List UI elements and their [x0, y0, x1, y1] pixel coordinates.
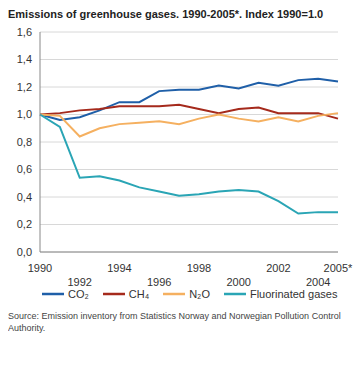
html-text:Source: Emission inventory fro: Source: Emission inventory from Statisti… [8, 311, 341, 333]
svg-text:2005*: 2005* [324, 262, 353, 274]
svg-text:0,4: 0,4 [17, 191, 32, 203]
svg-text:1,4: 1,4 [17, 53, 32, 65]
svg-text:1994: 1994 [107, 262, 131, 274]
svg-text:2004: 2004 [306, 276, 330, 288]
svg-text:0,2: 0,2 [17, 218, 32, 230]
html-text:Fluorinated gases: Fluorinated gases [250, 288, 338, 300]
svg-text:1998: 1998 [187, 262, 211, 274]
svg-text:1,0: 1,0 [17, 108, 32, 120]
html-text:N₂O: N₂O [189, 288, 210, 300]
svg-text:1990: 1990 [28, 262, 52, 274]
html-text:Emissions of greenhouse gases.: Emissions of greenhouse gases. 1990-2005… [8, 8, 324, 20]
svg-text:0,6: 0,6 [17, 163, 32, 175]
svg-text:2002: 2002 [266, 262, 290, 274]
html-text:CH₄: CH₄ [128, 288, 150, 300]
svg-text:0,8: 0,8 [17, 136, 32, 148]
html-text:CO₂: CO₂ [68, 288, 89, 300]
svg-text:1996: 1996 [147, 276, 171, 288]
svg-text:2000: 2000 [226, 276, 250, 288]
svg-text:1,6: 1,6 [17, 26, 32, 38]
svg-text:0,0: 0,0 [17, 246, 32, 258]
svg-text:1,2: 1,2 [17, 81, 32, 93]
svg-text:1992: 1992 [67, 276, 91, 288]
